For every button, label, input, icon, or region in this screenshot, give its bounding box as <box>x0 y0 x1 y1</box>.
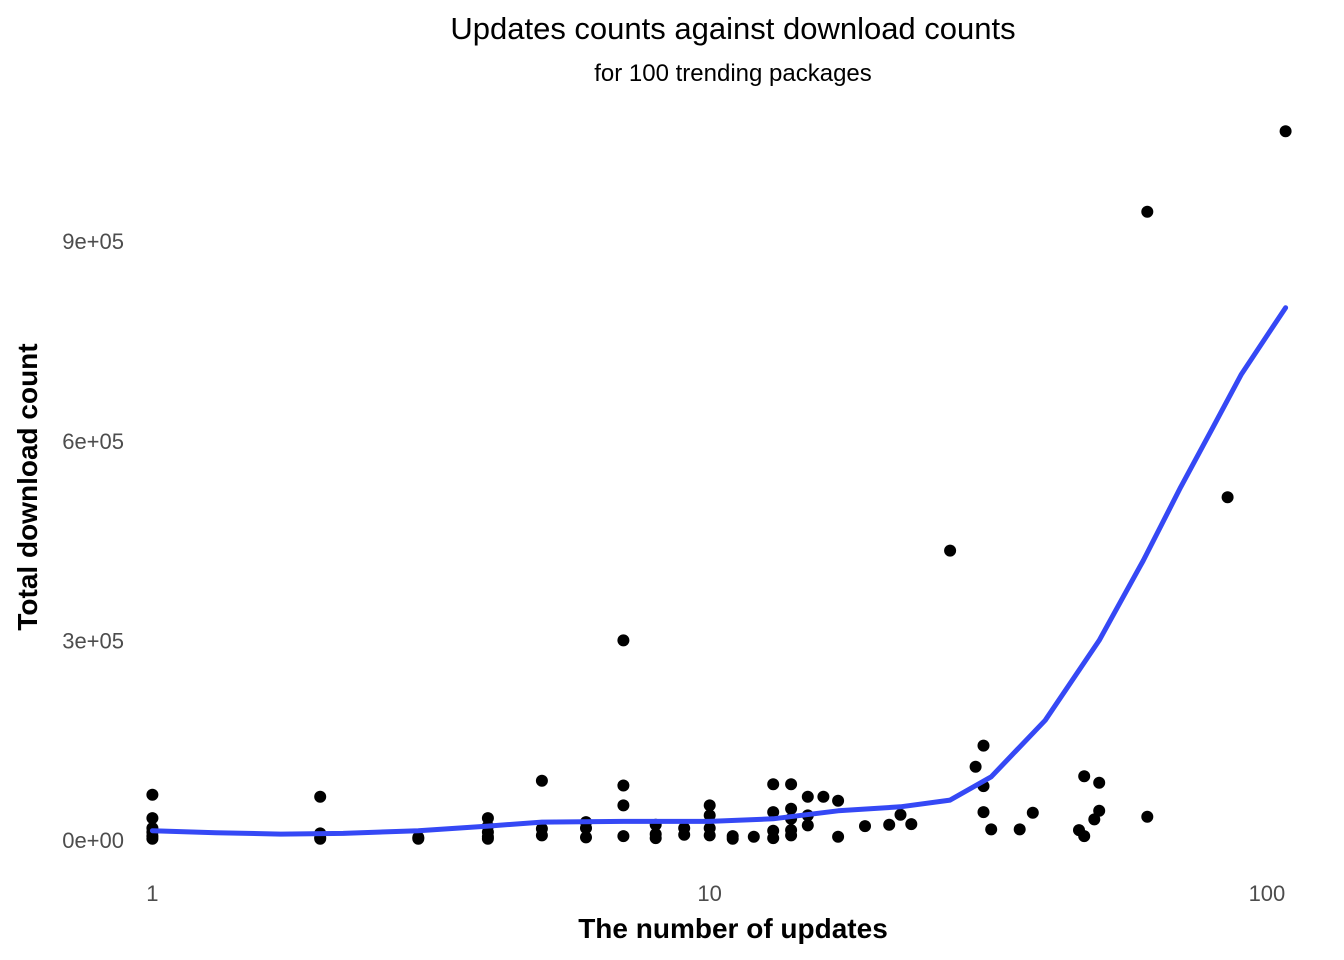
x-tick-label: 1 <box>146 881 158 906</box>
y-tick-label: 6e+05 <box>62 429 124 454</box>
data-point <box>617 779 630 792</box>
data-point <box>617 634 630 647</box>
data-point <box>1221 491 1234 504</box>
data-point <box>649 832 662 845</box>
data-point <box>535 774 548 787</box>
data-point <box>767 778 780 791</box>
data-point <box>1013 823 1026 836</box>
data-point <box>985 823 998 836</box>
data-point <box>905 818 918 831</box>
y-axis-ticks: 0e+00 3e+05 6e+05 9e+05 <box>62 229 124 853</box>
y-tick-label: 9e+05 <box>62 229 124 254</box>
data-point <box>817 790 830 803</box>
data-point <box>1078 770 1091 783</box>
smooth-line <box>149 305 1289 837</box>
data-point <box>703 829 716 842</box>
data-point <box>146 832 159 845</box>
data-point <box>1141 205 1154 218</box>
data-point <box>703 799 716 812</box>
chart-title: Updates counts against download counts <box>450 11 1015 46</box>
data-point <box>412 832 425 845</box>
data-point <box>617 799 630 812</box>
data-point <box>832 794 845 807</box>
data-point <box>977 739 990 752</box>
x-tick-label: 100 <box>1249 881 1286 906</box>
y-tick-label: 3e+05 <box>62 628 124 653</box>
data-point <box>726 832 739 845</box>
data-point <box>580 822 592 835</box>
y-tick-label: 0e+00 <box>62 828 124 853</box>
data-point <box>703 809 716 822</box>
data-point <box>944 544 957 557</box>
data-point <box>883 818 896 831</box>
data-point <box>1093 804 1106 817</box>
data-point <box>146 788 159 801</box>
data-point <box>859 820 871 833</box>
data-point <box>785 778 798 791</box>
data-point <box>977 806 990 819</box>
data-point <box>580 831 592 844</box>
data-points <box>146 125 1292 845</box>
data-point <box>617 830 630 843</box>
data-point <box>678 828 691 841</box>
y-axis-label: Total download count <box>12 343 43 630</box>
data-point <box>481 832 494 845</box>
data-point <box>747 830 760 843</box>
x-axis-label: The number of updates <box>578 913 888 944</box>
data-point <box>801 790 814 803</box>
data-point <box>314 790 327 803</box>
data-point <box>894 808 907 821</box>
data-point <box>767 806 780 819</box>
chart-subtitle: for 100 trending packages <box>594 60 872 87</box>
data-point <box>1078 830 1091 843</box>
x-tick-label: 10 <box>697 881 721 906</box>
data-point <box>969 760 982 773</box>
smooth-trend-line <box>149 305 1289 837</box>
data-point <box>1026 806 1039 819</box>
data-point <box>146 812 159 825</box>
data-point <box>832 830 845 843</box>
data-point <box>1141 810 1154 823</box>
data-point <box>785 802 798 815</box>
data-point <box>535 829 548 842</box>
data-point <box>801 819 814 832</box>
data-point <box>785 829 798 842</box>
x-axis-ticks: 1 10 100 <box>146 881 1285 906</box>
data-point <box>1093 776 1106 789</box>
data-point <box>767 832 780 845</box>
data-point <box>1279 125 1292 138</box>
